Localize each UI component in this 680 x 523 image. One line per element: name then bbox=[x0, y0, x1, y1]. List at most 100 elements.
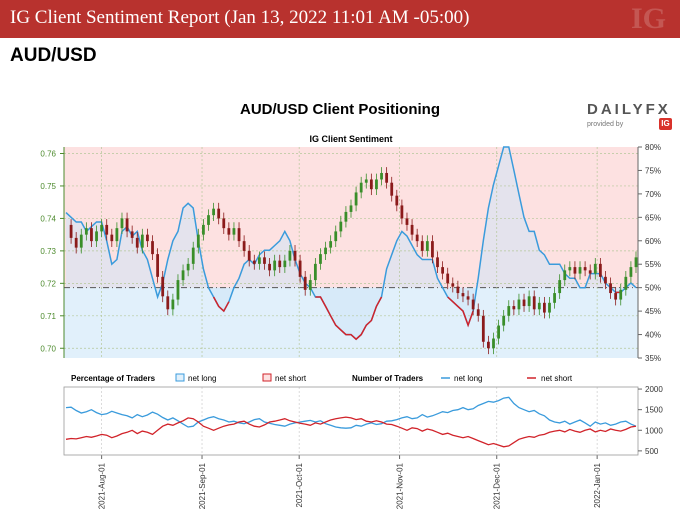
candle-body bbox=[186, 263, 190, 271]
price-tick-label: 0.74 bbox=[40, 214, 56, 223]
legend-net-short-swatch bbox=[262, 373, 272, 382]
price-tick-label: 0.75 bbox=[40, 182, 56, 191]
candle-body bbox=[517, 299, 521, 310]
candle-body bbox=[252, 260, 256, 264]
candle-body bbox=[512, 306, 516, 310]
candle-body bbox=[181, 270, 185, 281]
legend-number-label: Number of Traders bbox=[352, 374, 424, 383]
candle-body bbox=[563, 270, 567, 281]
title-banner: IG Client Sentiment Report (Jan 13, 2022… bbox=[0, 0, 680, 38]
candle-body bbox=[461, 293, 465, 297]
candle-body bbox=[598, 263, 602, 277]
candle-body bbox=[74, 237, 78, 248]
candle-body bbox=[161, 276, 165, 297]
net-short-line bbox=[212, 291, 621, 341]
candle-body bbox=[69, 224, 73, 238]
ig-logo-icon: IG bbox=[659, 118, 672, 130]
price-tick-label: 0.71 bbox=[40, 312, 56, 321]
candle-body bbox=[380, 172, 383, 180]
candle-body bbox=[578, 267, 582, 274]
candle-body bbox=[568, 267, 572, 271]
candle-body bbox=[364, 179, 368, 183]
candle-body bbox=[558, 280, 562, 294]
candle-body bbox=[471, 299, 475, 310]
candle-body bbox=[410, 224, 414, 235]
candle-body bbox=[425, 241, 429, 251]
candle-body bbox=[283, 260, 287, 268]
candle-body bbox=[537, 302, 541, 310]
candle-body bbox=[146, 234, 149, 242]
legend-net-short-label: net short bbox=[275, 374, 307, 383]
candle-body bbox=[329, 241, 333, 248]
logo-brand-text: DAILYFX bbox=[587, 101, 671, 118]
candle-body bbox=[105, 224, 109, 235]
candle-body bbox=[502, 315, 506, 326]
candle-body bbox=[151, 241, 154, 255]
chart-title: AUD/USD Client Positioning bbox=[240, 101, 440, 118]
candle-body bbox=[369, 179, 373, 190]
number-net-short-line bbox=[65, 416, 637, 448]
candle-body bbox=[298, 260, 302, 277]
percent-tick-label: 60% bbox=[645, 237, 661, 246]
candle-body bbox=[415, 234, 419, 242]
date-tick-label: 2022-Jan-01 bbox=[593, 462, 602, 507]
candle-body bbox=[202, 224, 205, 235]
candle-body bbox=[624, 276, 628, 290]
candle-body bbox=[212, 208, 215, 216]
candle-body bbox=[84, 228, 88, 235]
count-tick-label: 2000 bbox=[645, 385, 663, 394]
candle-body bbox=[247, 250, 251, 261]
candle-body bbox=[130, 231, 134, 238]
percent-tick-label: 65% bbox=[645, 213, 661, 222]
candle-body bbox=[120, 218, 124, 229]
count-tick-label: 500 bbox=[645, 447, 659, 456]
legend-percentage-label: Percentage of Traders bbox=[71, 374, 156, 383]
percent-tick-label: 75% bbox=[645, 166, 661, 175]
candle-body bbox=[548, 302, 551, 313]
percent-tick-label: 70% bbox=[645, 190, 661, 199]
candle-body bbox=[400, 205, 404, 219]
candle-body bbox=[431, 241, 434, 258]
count-tick-label: 1500 bbox=[645, 406, 663, 415]
candle-body bbox=[171, 299, 175, 310]
legend-number-long-label: net long bbox=[454, 374, 482, 383]
lower-panel-frame bbox=[63, 386, 639, 456]
candle-body bbox=[385, 172, 389, 183]
candle-body bbox=[339, 221, 343, 232]
candle-body bbox=[349, 205, 353, 212]
candle-body bbox=[115, 228, 119, 242]
candle-body bbox=[79, 234, 83, 248]
percent-tick-label: 40% bbox=[645, 331, 661, 340]
candle-body bbox=[140, 234, 144, 248]
candle-body bbox=[232, 228, 236, 235]
legend-net-long-swatch bbox=[175, 373, 185, 382]
net-long-fill bbox=[66, 147, 636, 340]
candle-body bbox=[634, 257, 638, 268]
percent-tick-label: 55% bbox=[645, 260, 661, 269]
candle-body bbox=[481, 315, 485, 342]
candle-body bbox=[95, 231, 98, 242]
candle-body bbox=[522, 299, 526, 307]
candle-body bbox=[588, 270, 592, 274]
candle-body bbox=[395, 195, 399, 206]
candle-body bbox=[207, 215, 210, 225]
currency-pair-heading: AUD/USD bbox=[10, 45, 97, 66]
percent-tick-label: 50% bbox=[645, 284, 661, 293]
candle-body bbox=[497, 325, 500, 339]
candle-body bbox=[308, 280, 312, 290]
candle-body bbox=[268, 263, 271, 271]
percent-tick-label: 35% bbox=[645, 354, 661, 363]
candle-body bbox=[273, 260, 277, 271]
candle-body bbox=[217, 208, 221, 219]
candle-body bbox=[176, 280, 180, 300]
candle-body bbox=[242, 241, 246, 251]
candle-body bbox=[553, 293, 556, 303]
candle-body bbox=[405, 218, 409, 225]
candle-body bbox=[344, 211, 348, 222]
candle-body bbox=[156, 254, 160, 277]
price-tick-label: 0.76 bbox=[40, 149, 56, 158]
report-title: IG Client Sentiment Report (Jan 13, 2022… bbox=[10, 7, 470, 28]
candle-body bbox=[227, 228, 231, 235]
candle-body bbox=[334, 231, 338, 242]
